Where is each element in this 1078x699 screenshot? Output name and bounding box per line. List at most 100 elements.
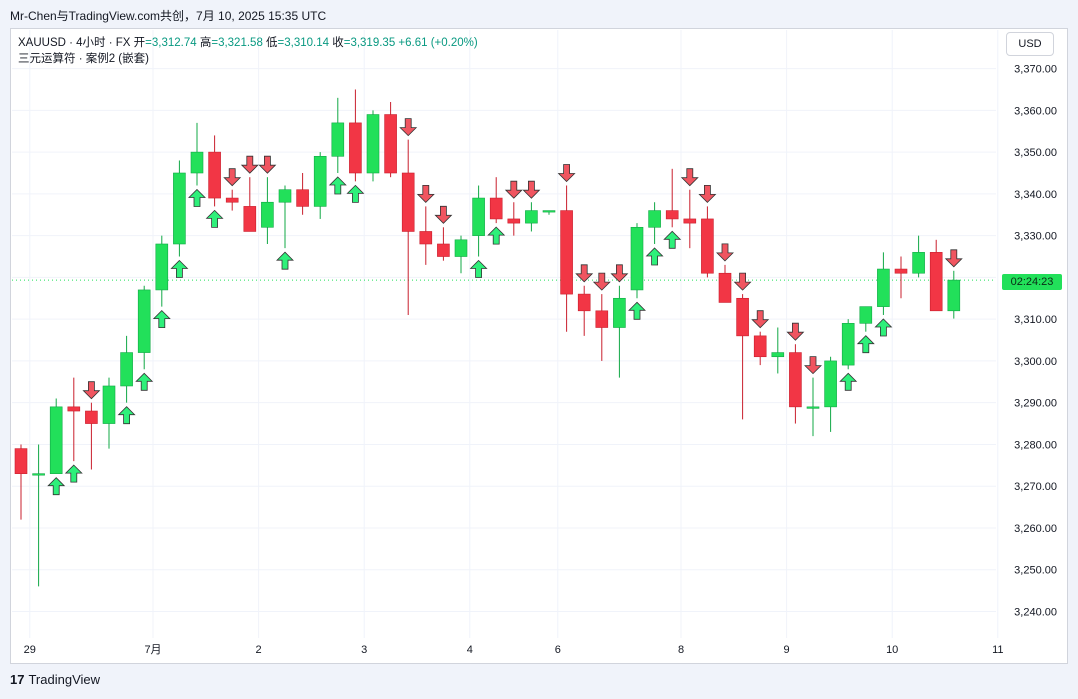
candle: [824, 356, 837, 432]
candle-body: [190, 151, 204, 174]
price-tick-label: 3,290.00: [1014, 398, 1057, 410]
chart-frame: [10, 28, 1068, 664]
down-arrow-icon: [240, 155, 259, 174]
candle-body: [349, 122, 362, 174]
up-arrow-icon: [152, 310, 171, 329]
price-tick-label: 3,250.00: [1014, 565, 1057, 577]
candle-body: [947, 279, 961, 312]
candle: [701, 206, 714, 278]
candle: [401, 139, 415, 315]
candle: [789, 344, 802, 424]
candle-body: [525, 210, 538, 224]
up-arrow-icon: [117, 406, 136, 425]
candle: [806, 377, 820, 437]
candle: [683, 189, 697, 249]
candle: [366, 110, 380, 182]
candle: [419, 206, 433, 265]
candle: [859, 306, 873, 332]
candle: [349, 89, 362, 182]
time-tick-label: 2: [256, 644, 262, 656]
candle-body: [912, 252, 925, 274]
candle-body: [753, 335, 767, 358]
up-arrow-icon: [663, 230, 682, 249]
down-arrow-icon: [399, 118, 418, 137]
price-tick-label: 3,300.00: [1014, 356, 1057, 368]
up-arrow-icon: [856, 335, 875, 354]
indicator-label[interactable]: 三元运算符 · 案例2 (嵌套): [18, 53, 149, 65]
candle-body: [366, 114, 380, 174]
candle-body: [225, 197, 239, 203]
candle: [472, 185, 485, 257]
down-arrow-icon: [592, 272, 611, 291]
candle: [489, 177, 503, 224]
candle: [718, 264, 732, 303]
candle-body: [560, 210, 573, 295]
ohlc-line: XAUUSD · 4小时 · FX 开=3,312.74 高=3,321.58 …: [18, 35, 478, 51]
candle: [912, 235, 925, 278]
candle: [894, 256, 908, 299]
high-value: =3,321.58: [211, 37, 263, 49]
candle-body: [120, 352, 133, 387]
time-axis[interactable]: 29 7月 2 3 4 6 8 9 10 11: [24, 644, 1004, 656]
down-arrow-icon: [434, 205, 453, 224]
candle-body: [419, 231, 433, 245]
candle: [454, 235, 468, 274]
low-label: 低: [266, 37, 278, 49]
chart-share-title: Mr-Chen与TradingView.com共创，7月 10, 2025 15…: [10, 9, 327, 23]
up-arrow-icon: [874, 318, 893, 337]
candle: [929, 239, 943, 312]
candle-body: [877, 268, 890, 307]
candle: [261, 177, 274, 244]
candle: [85, 402, 98, 470]
candle-body: [401, 172, 415, 232]
candle: [67, 377, 81, 462]
down-arrow-icon: [944, 249, 963, 268]
candle-body: [454, 239, 468, 257]
candle-body: [683, 218, 697, 224]
time-tick-label: 4: [467, 644, 473, 656]
down-arrow-icon: [786, 322, 805, 341]
close-value: =3,319.35: [343, 37, 396, 49]
candle-body: [137, 289, 151, 353]
down-arrow-icon: [698, 184, 717, 203]
candle: [49, 398, 63, 474]
candle-body: [489, 197, 503, 220]
candle-body: [49, 406, 63, 474]
candle: [296, 173, 309, 215]
price-tick-label: 3,340.00: [1014, 189, 1057, 201]
price-tick-label: 3,330.00: [1014, 231, 1057, 243]
candle: [384, 102, 397, 178]
down-arrow-icon: [575, 264, 594, 283]
candle-body: [384, 114, 397, 174]
change-value: +6.61 (+0.20%): [398, 37, 478, 49]
brand-name[interactable]: TradingView: [28, 672, 101, 687]
up-arrow-icon: [346, 184, 365, 203]
candle-body: [278, 189, 292, 203]
down-arrow-icon: [504, 180, 523, 199]
footer: 17 TradingView: [10, 672, 100, 687]
candle-body: [824, 360, 837, 408]
up-arrow-icon: [205, 209, 224, 228]
candle: [313, 152, 327, 219]
candle: [190, 122, 204, 186]
symbol-label[interactable]: XAUUSD · 4小时 · FX: [18, 37, 131, 49]
candle: [14, 444, 28, 520]
candle-body: [577, 293, 591, 312]
up-arrow-icon: [47, 477, 66, 496]
tradingview-logo-icon[interactable]: 17: [10, 672, 25, 687]
candle-body: [102, 385, 116, 424]
candle: [542, 210, 556, 215]
candle-body: [261, 201, 274, 228]
candle-body: [701, 218, 714, 274]
candles: [14, 89, 961, 587]
candle: [331, 97, 345, 173]
candle-body: [243, 206, 257, 232]
candle-body: [507, 218, 521, 224]
up-arrow-icon: [839, 372, 858, 391]
price-axis[interactable]: 3,370.00 3,360.00 3,350.00 3,340.00 3,330.00…: [1014, 64, 1057, 619]
close-label: 收: [332, 37, 344, 49]
currency-button[interactable]: USD: [1006, 32, 1054, 56]
up-arrow-icon: [628, 301, 646, 320]
down-arrow-icon: [258, 155, 277, 174]
